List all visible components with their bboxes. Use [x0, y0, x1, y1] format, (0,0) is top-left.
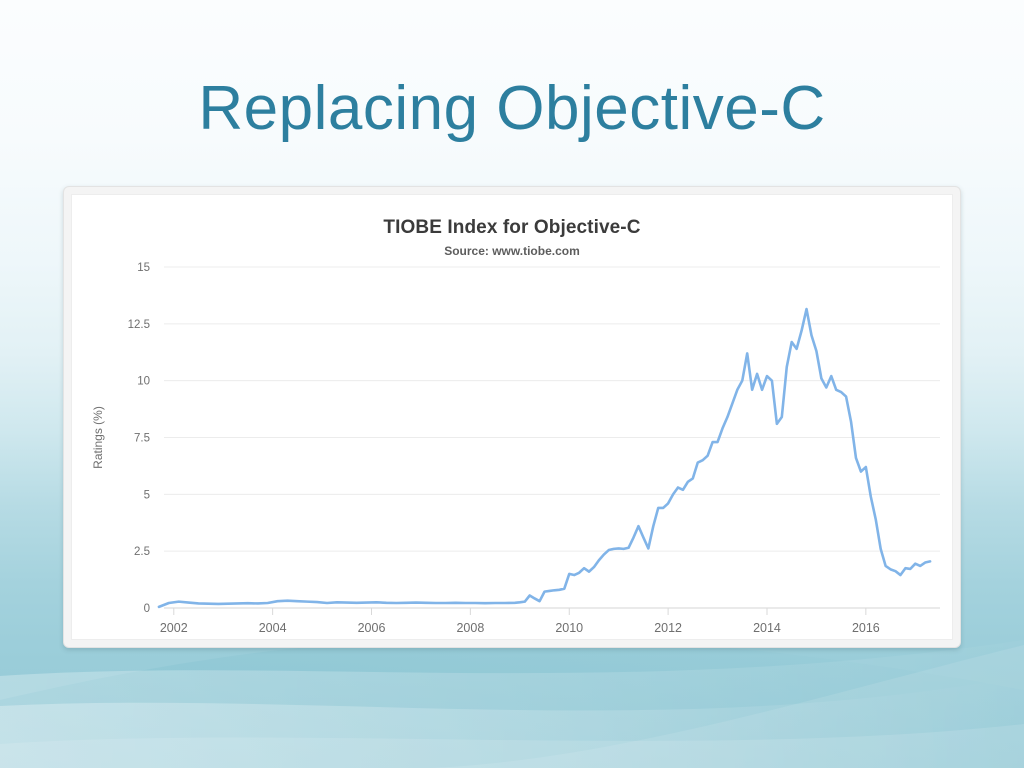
data-series-line: [157, 307, 932, 609]
chart-image-frame: TIOBE Index for Objective-C Source: www.…: [63, 186, 961, 648]
x-axis-tick-label: 2002: [160, 621, 188, 635]
x-axis-tick-label: 2008: [456, 621, 484, 635]
y-axis-tick-label: 12.5: [128, 319, 150, 331]
chart-subtitle: Source: www.tiobe.com: [444, 244, 580, 258]
x-axis-tick-label: 2004: [259, 621, 287, 635]
y-axis-tick-label: 5: [144, 489, 150, 501]
x-axis-tick-label: 2006: [358, 621, 386, 635]
y-axis-title: Ratings (%): [91, 406, 105, 469]
y-axis-tick-label: 2.5: [134, 546, 150, 558]
x-axis-tick-label: 2016: [852, 621, 880, 635]
page-title: Replacing Objective-C: [198, 74, 826, 143]
x-axis-tick-label: 2010: [555, 621, 583, 635]
chart-title: TIOBE Index for Objective-C: [383, 217, 641, 238]
y-axis-tick-label: 7.5: [134, 433, 150, 445]
y-axis-tick-label: 15: [137, 262, 150, 274]
y-axis-tick-label: 0: [144, 603, 150, 615]
chart-canvas: TIOBE Index for Objective-C Source: www.…: [71, 194, 953, 640]
x-axis-tick-label: 2014: [753, 621, 781, 635]
y-axis-tick-label: 10: [137, 376, 150, 388]
line-chart-plot: 0 2.5 5 7.5 10 12.5 15 2002 2004 2006 2008 2010 2012…: [91, 262, 940, 635]
x-axis-tick-label: 2012: [654, 621, 682, 635]
